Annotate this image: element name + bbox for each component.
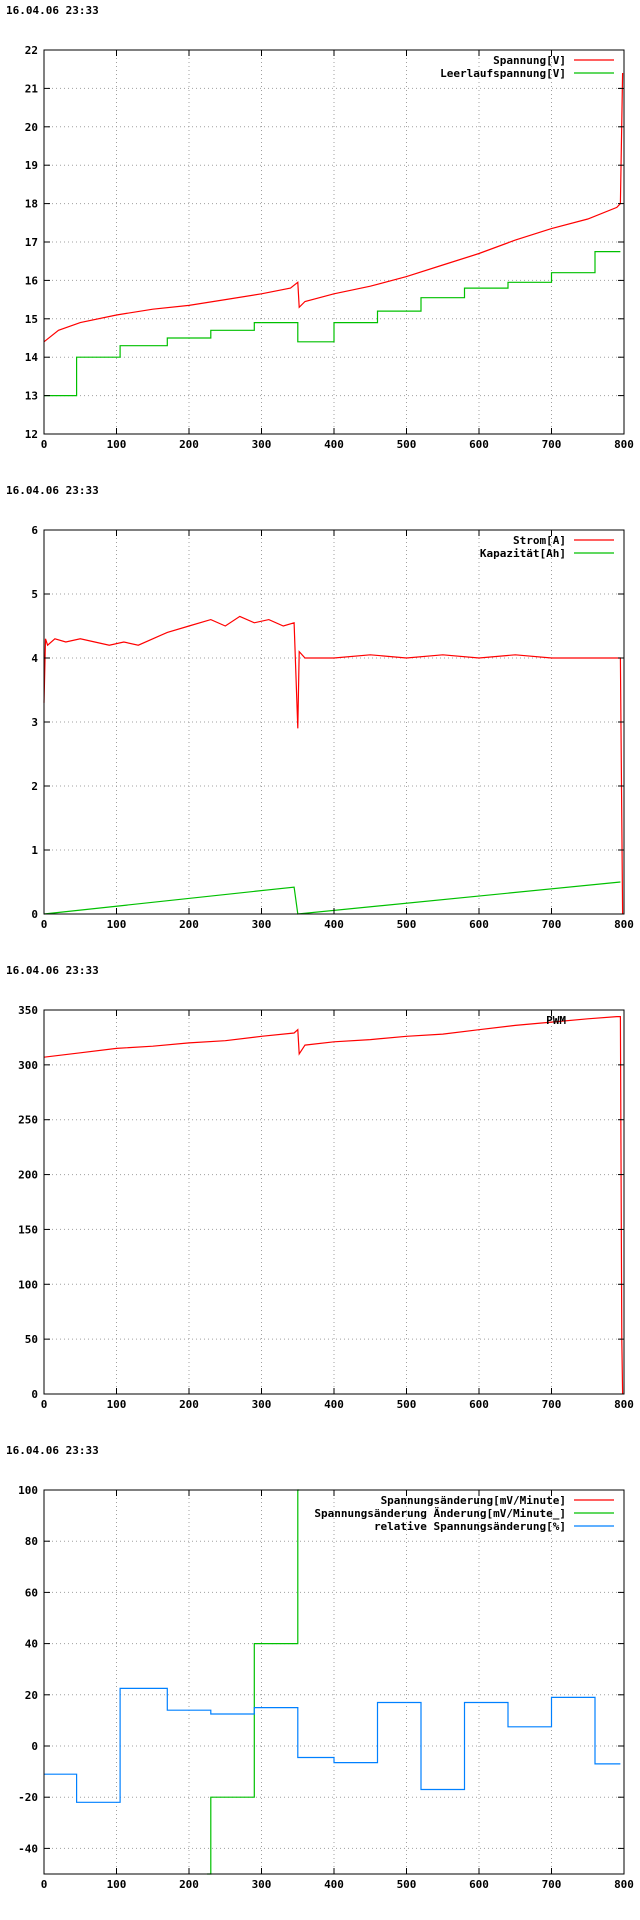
legend-label: Spannung[V] — [493, 54, 566, 67]
y-tick-label: 17 — [25, 236, 38, 249]
x-tick-label: 500 — [397, 1398, 417, 1411]
legend-label: Kapazität[Ah] — [480, 547, 566, 560]
y-tick-label: 5 — [31, 588, 38, 601]
y-tick-label: 350 — [18, 1004, 38, 1017]
chart-panel-3: 16.04.06 23:33 0 100 200 300 400 500 600 700 800… — [0, 960, 640, 1440]
y-tick-label: 14 — [25, 351, 39, 364]
x-tick-label: 300 — [252, 918, 272, 931]
x-tick-label: 100 — [107, 918, 127, 931]
y-tick-label: 22 — [25, 44, 38, 57]
x-tick-label: 600 — [469, 918, 489, 931]
series-line-1 — [43, 615, 624, 915]
x-tick-label: 400 — [324, 1878, 344, 1891]
x-tick-label: 200 — [179, 918, 199, 931]
legend-label: Leerlaufspannung[V] — [440, 67, 566, 80]
timestamp-label: 16.04.06 23:33 — [6, 4, 99, 17]
x-tick-label: 0 — [41, 1878, 48, 1891]
x-tick-label: 100 — [107, 1878, 127, 1891]
x-tick-label: 700 — [542, 918, 562, 931]
x-tick-label: 800 — [614, 1398, 634, 1411]
y-tick-label: 20 — [25, 121, 38, 134]
x-tick-label: 700 — [542, 438, 562, 451]
x-tick-label: 500 — [397, 1878, 417, 1891]
x-tick-label: 700 — [542, 1878, 562, 1891]
y-tick-label: 12 — [25, 428, 38, 441]
y-tick-label: 3 — [31, 716, 38, 729]
x-tick-label: 400 — [324, 438, 344, 451]
y-tick-label: 1 — [31, 844, 38, 857]
series-line-2 — [44, 251, 621, 397]
y-tick-label: 100 — [18, 1278, 38, 1291]
y-tick-label: 80 — [25, 1535, 38, 1548]
chart-3: 0 100 200 300 400 500 600 700 800 0 50 100 150 200 250… — [18, 1004, 634, 1411]
y-tick-label: 13 — [25, 390, 38, 403]
x-tick-label: 100 — [107, 1398, 127, 1411]
series-line-3 — [44, 1687, 621, 1803]
legend-label: PWM — [546, 1014, 566, 1027]
x-tick-label: 0 — [41, 918, 48, 931]
y-tick-label: 0 — [31, 1740, 38, 1753]
x-tick-label: 200 — [179, 1398, 199, 1411]
chart-panel-1: 16.04.06 23:33 0 100 200 300 400 500 600 700 800… — [0, 0, 640, 480]
y-tick-label: 15 — [25, 313, 38, 326]
y-tick-label: 16 — [25, 274, 39, 287]
chart-panel-4: 16.04.06 23:33 0 100 200 300 400 500 600 700 800… — [0, 1440, 640, 1920]
y-tick-label: -20 — [18, 1791, 38, 1804]
x-tick-label: 600 — [469, 1878, 489, 1891]
x-tick-label: 800 — [614, 918, 634, 931]
y-tick-label: 50 — [25, 1333, 38, 1346]
y-tick-label: -40 — [18, 1842, 38, 1855]
y-tick-label: 200 — [18, 1169, 38, 1182]
y-tick-label: 2 — [31, 780, 38, 793]
timestamp-label: 16.04.06 23:33 — [6, 484, 99, 497]
x-tick-label: 500 — [397, 918, 417, 931]
y-tick-label: 6 — [31, 524, 38, 537]
chart-1: 0 100 200 300 400 500 600 700 800 12 13 14 15 16 17 18 1… — [25, 44, 634, 451]
x-tick-label: 800 — [614, 438, 634, 451]
x-tick-label: 300 — [252, 1398, 272, 1411]
x-tick-label: 500 — [397, 438, 417, 451]
x-tick-label: 300 — [252, 1878, 272, 1891]
chart-2: 0 100 200 300 400 500 600 700 800 0 1 2 3 4 5 6 Strom[A]… — [31, 524, 634, 931]
x-tick-label: 200 — [179, 1878, 199, 1891]
y-tick-label: 250 — [18, 1114, 38, 1127]
x-tick-label: 400 — [324, 918, 344, 931]
x-tick-label: 300 — [252, 438, 272, 451]
legend-label: Strom[A] — [513, 534, 566, 547]
timestamp-label: 16.04.06 23:33 — [6, 964, 99, 977]
x-tick-label: 700 — [542, 1398, 562, 1411]
y-tick-label: 300 — [18, 1059, 38, 1072]
series-line-2 — [207, 1489, 300, 1875]
y-tick-label: 4 — [31, 652, 38, 665]
series-line-1 — [43, 72, 624, 343]
y-tick-label: 18 — [25, 198, 38, 211]
x-tick-label: 0 — [41, 438, 48, 451]
legend-label: relative Spannungsänderung[%] — [374, 1520, 566, 1533]
x-tick-label: 600 — [469, 438, 489, 451]
series-line-1 — [43, 1015, 624, 1395]
y-tick-label: 100 — [18, 1484, 38, 1497]
chart-4: 0 100 200 300 400 500 600 700 800 -40 -20 0 20 40 60 80… — [18, 1484, 634, 1891]
x-tick-label: 800 — [614, 1878, 634, 1891]
x-tick-label: 600 — [469, 1398, 489, 1411]
y-tick-label: 150 — [18, 1223, 38, 1236]
y-tick-label: 20 — [25, 1689, 38, 1702]
y-tick-label: 60 — [25, 1586, 38, 1599]
x-tick-label: 400 — [324, 1398, 344, 1411]
legend-label: Spannungsänderung[mV/Minute] — [381, 1494, 566, 1507]
y-tick-label: 40 — [25, 1638, 38, 1651]
x-tick-label: 200 — [179, 438, 199, 451]
legend-label: Spannungsänderung Änderung[mV/Minute_] — [314, 1506, 566, 1520]
y-tick-label: 0 — [31, 908, 38, 921]
timestamp-label: 16.04.06 23:33 — [6, 1444, 99, 1457]
y-tick-label: 21 — [25, 82, 39, 95]
x-tick-label: 100 — [107, 438, 127, 451]
series-line-2 — [43, 881, 621, 915]
x-tick-label: 0 — [41, 1398, 48, 1411]
chart-panel-2: 16.04.06 23:33 0 100 200 300 400 500 600 700 800… — [0, 480, 640, 960]
y-tick-label: 0 — [31, 1388, 38, 1401]
y-tick-label: 19 — [25, 159, 38, 172]
